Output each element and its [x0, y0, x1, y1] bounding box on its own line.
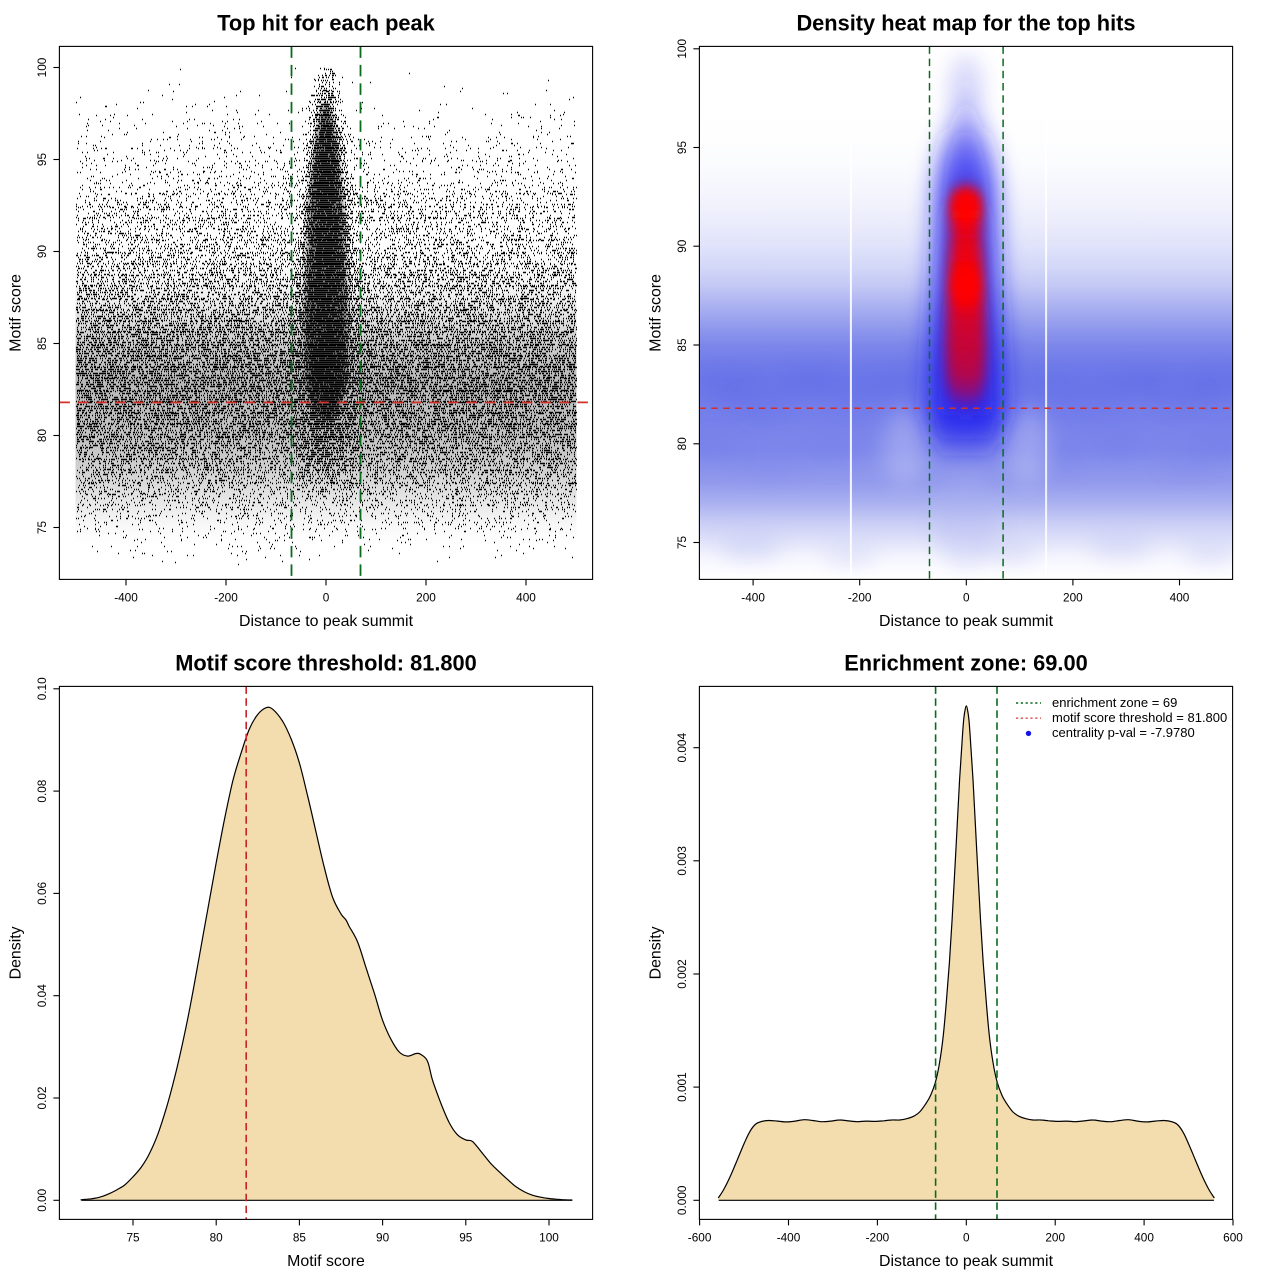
svg-text:0: 0: [963, 591, 970, 605]
svg-text:85: 85: [35, 337, 49, 351]
svg-text:0.06: 0.06: [35, 881, 49, 904]
svg-text:75: 75: [675, 536, 689, 550]
svg-text:Motif score threshold: 81.800: Motif score threshold: 81.800: [175, 651, 477, 676]
svg-text:90: 90: [35, 245, 49, 259]
svg-text:Density: Density: [647, 926, 664, 979]
svg-text:Motif score: Motif score: [647, 274, 664, 352]
svg-text:0.02: 0.02: [35, 1087, 49, 1110]
svg-text:0: 0: [323, 591, 330, 605]
svg-text:200: 200: [1045, 1231, 1065, 1245]
svg-text:75: 75: [126, 1231, 140, 1245]
svg-text:-400: -400: [777, 1231, 801, 1245]
svg-text:motif score threshold = 81.800: motif score threshold = 81.800: [1052, 710, 1227, 725]
svg-text:400: 400: [1134, 1231, 1154, 1245]
svg-text:-600: -600: [688, 1231, 712, 1245]
svg-text:100: 100: [35, 57, 49, 77]
svg-text:80: 80: [675, 437, 689, 451]
svg-text:90: 90: [675, 239, 689, 253]
svg-text:-200: -200: [866, 1231, 890, 1245]
svg-text:Enrichment zone: 69.00: Enrichment zone: 69.00: [844, 651, 1087, 676]
svg-text:Distance to peak summit: Distance to peak summit: [879, 1253, 1054, 1270]
svg-text:0: 0: [963, 1231, 970, 1245]
svg-text:600: 600: [1223, 1231, 1243, 1245]
svg-text:80: 80: [210, 1231, 224, 1245]
svg-text:0.08: 0.08: [35, 779, 49, 802]
svg-text:Top hit for each peak: Top hit for each peak: [217, 11, 435, 36]
svg-text:-200: -200: [848, 591, 872, 605]
svg-text:0.04: 0.04: [35, 984, 49, 1007]
svg-text:95: 95: [675, 141, 689, 155]
svg-text:400: 400: [1170, 591, 1190, 605]
svg-text:75: 75: [35, 521, 49, 535]
svg-text:0.002: 0.002: [675, 959, 689, 989]
svg-text:-400: -400: [741, 591, 765, 605]
svg-text:85: 85: [293, 1231, 307, 1245]
svg-text:0.000: 0.000: [675, 1185, 689, 1215]
svg-text:Density heat map for the top h: Density heat map for the top hits: [796, 11, 1135, 36]
svg-text:95: 95: [35, 153, 49, 167]
svg-text:Motif score: Motif score: [7, 274, 24, 352]
svg-text:0.003: 0.003: [675, 846, 689, 876]
svg-text:0.004: 0.004: [675, 733, 689, 763]
svg-text:Density: Density: [7, 926, 24, 979]
svg-text:100: 100: [675, 39, 689, 59]
svg-text:Motif score: Motif score: [287, 1253, 365, 1270]
svg-text:0.001: 0.001: [675, 1072, 689, 1102]
svg-text:80: 80: [35, 429, 49, 443]
svg-text:-200: -200: [214, 591, 238, 605]
svg-text:100: 100: [539, 1231, 559, 1245]
svg-text:200: 200: [416, 591, 436, 605]
svg-text:90: 90: [376, 1231, 390, 1245]
svg-text:enrichment zone = 69: enrichment zone = 69: [1052, 695, 1177, 710]
svg-text:Distance to peak summit: Distance to peak summit: [879, 613, 1054, 630]
svg-text:Distance to peak summit: Distance to peak summit: [239, 613, 414, 630]
svg-text:centrality p-val = -7.9780: centrality p-val = -7.9780: [1052, 725, 1195, 740]
svg-text:200: 200: [1063, 591, 1083, 605]
svg-text:0.00: 0.00: [35, 1188, 49, 1211]
svg-text:400: 400: [516, 591, 536, 605]
svg-text:95: 95: [459, 1231, 473, 1245]
svg-text:0.10: 0.10: [35, 677, 49, 700]
svg-text:-400: -400: [114, 591, 138, 605]
svg-text:85: 85: [675, 338, 689, 352]
